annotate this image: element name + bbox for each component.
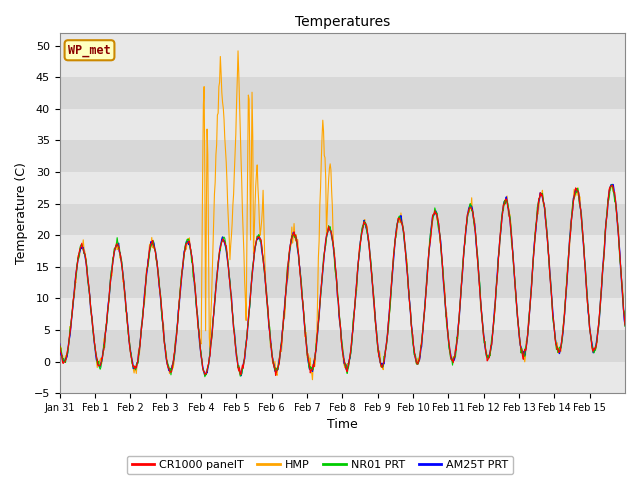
Bar bbox=[60, 172, 625, 204]
X-axis label: Time: Time bbox=[327, 419, 358, 432]
Bar bbox=[60, 204, 625, 235]
Legend: CR1000 panelT, HMP, NR01 PRT, AM25T PRT: CR1000 panelT, HMP, NR01 PRT, AM25T PRT bbox=[127, 456, 513, 474]
Bar bbox=[60, 140, 625, 172]
Bar bbox=[60, 46, 625, 77]
Bar bbox=[60, 77, 625, 109]
Bar bbox=[60, 299, 625, 330]
Bar bbox=[60, 361, 625, 393]
Y-axis label: Temperature (C): Temperature (C) bbox=[15, 162, 28, 264]
Bar bbox=[60, 235, 625, 267]
Bar bbox=[60, 267, 625, 299]
Bar bbox=[60, 330, 625, 361]
Title: Temperatures: Temperatures bbox=[294, 15, 390, 29]
Text: WP_met: WP_met bbox=[68, 44, 111, 57]
Bar bbox=[60, 109, 625, 140]
